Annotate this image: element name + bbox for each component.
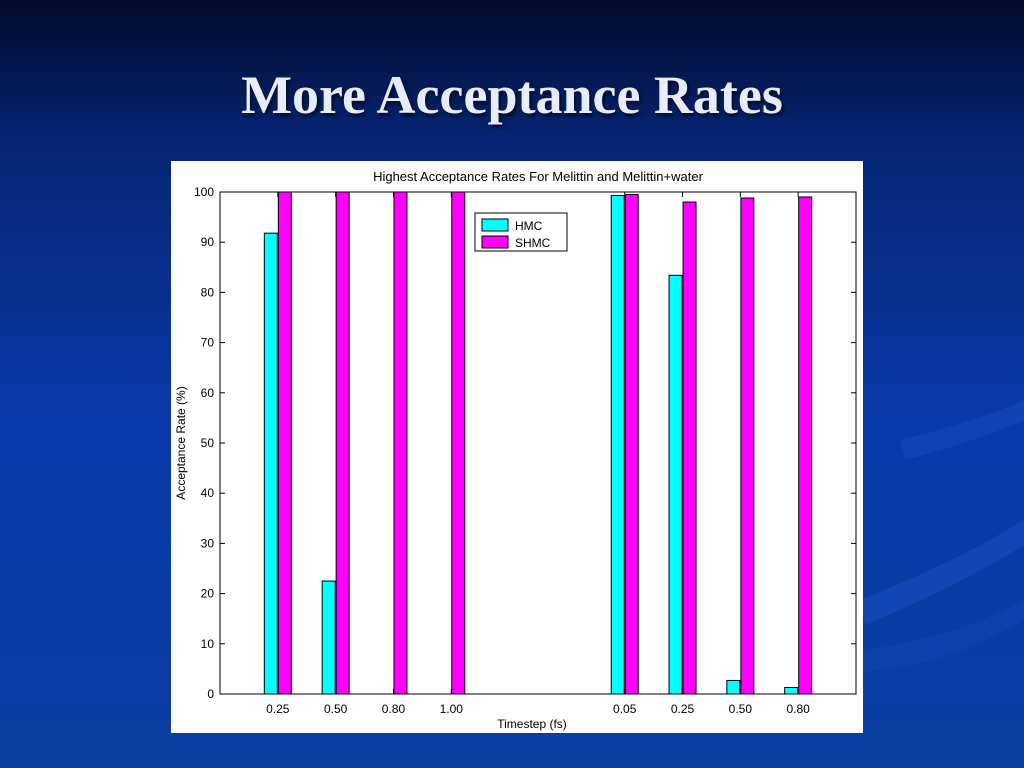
bar-hmc-8 bbox=[726, 679, 741, 695]
bar-hmc-1 bbox=[321, 580, 336, 695]
bar-shmc-7 bbox=[682, 201, 697, 695]
bar-shmc-0 bbox=[277, 191, 292, 695]
x-tick-label: 0.50 bbox=[729, 702, 753, 716]
bar-hmc-0 bbox=[263, 232, 278, 695]
bar-hmc-7 bbox=[668, 274, 683, 695]
x-tick-label: 0.25 bbox=[266, 702, 290, 716]
slide-title: More Acceptance Rates bbox=[241, 65, 783, 125]
legend-swatch-hmc bbox=[481, 218, 509, 232]
y-tick-label: 80 bbox=[201, 285, 215, 299]
y-tick-label: 0 bbox=[207, 687, 214, 701]
bar-hmc-9 bbox=[784, 686, 799, 695]
bar-shmc-8 bbox=[740, 197, 755, 695]
legend-label-shmc: SHMC bbox=[515, 236, 551, 250]
x-tick-label: 0.05 bbox=[613, 702, 637, 716]
bar-shmc-6 bbox=[624, 194, 639, 695]
y-tick-label: 10 bbox=[201, 637, 215, 651]
chart-figure: Highest Acceptance Rates For Melittin an… bbox=[171, 161, 863, 733]
y-tick-label: 50 bbox=[201, 436, 215, 450]
x-tick-label: 0.50 bbox=[324, 702, 348, 716]
bar-shmc-2 bbox=[393, 191, 408, 695]
y-tick-label: 70 bbox=[201, 336, 215, 350]
chart-title: Highest Acceptance Rates For Melittin an… bbox=[373, 169, 704, 184]
x-tick-label: 0.80 bbox=[382, 702, 406, 716]
x-axis-label: Timestep (fs) bbox=[497, 717, 567, 731]
bar-shmc-1 bbox=[335, 191, 350, 695]
x-tick-label: 1.00 bbox=[440, 702, 464, 716]
bar-chart: Highest Acceptance Rates For Melittin an… bbox=[174, 169, 857, 731]
bar-hmc-6 bbox=[610, 195, 625, 695]
x-tick-label: 0.80 bbox=[787, 702, 811, 716]
y-tick-label: 60 bbox=[201, 386, 215, 400]
plot-frame bbox=[219, 191, 857, 695]
y-tick-label: 100 bbox=[194, 185, 214, 199]
y-tick-label: 40 bbox=[201, 486, 215, 500]
x-tick-label: 0.25 bbox=[671, 702, 695, 716]
legend-label-hmc: HMC bbox=[515, 219, 543, 233]
y-tick-label: 30 bbox=[201, 536, 215, 550]
y-axis-label: Acceptance Rate (%) bbox=[174, 386, 188, 499]
bar-shmc-3 bbox=[451, 191, 466, 695]
y-tick-label: 90 bbox=[201, 235, 215, 249]
legend-swatch-shmc bbox=[481, 235, 509, 249]
bar-shmc-9 bbox=[798, 196, 813, 695]
y-tick-label: 20 bbox=[201, 587, 215, 601]
